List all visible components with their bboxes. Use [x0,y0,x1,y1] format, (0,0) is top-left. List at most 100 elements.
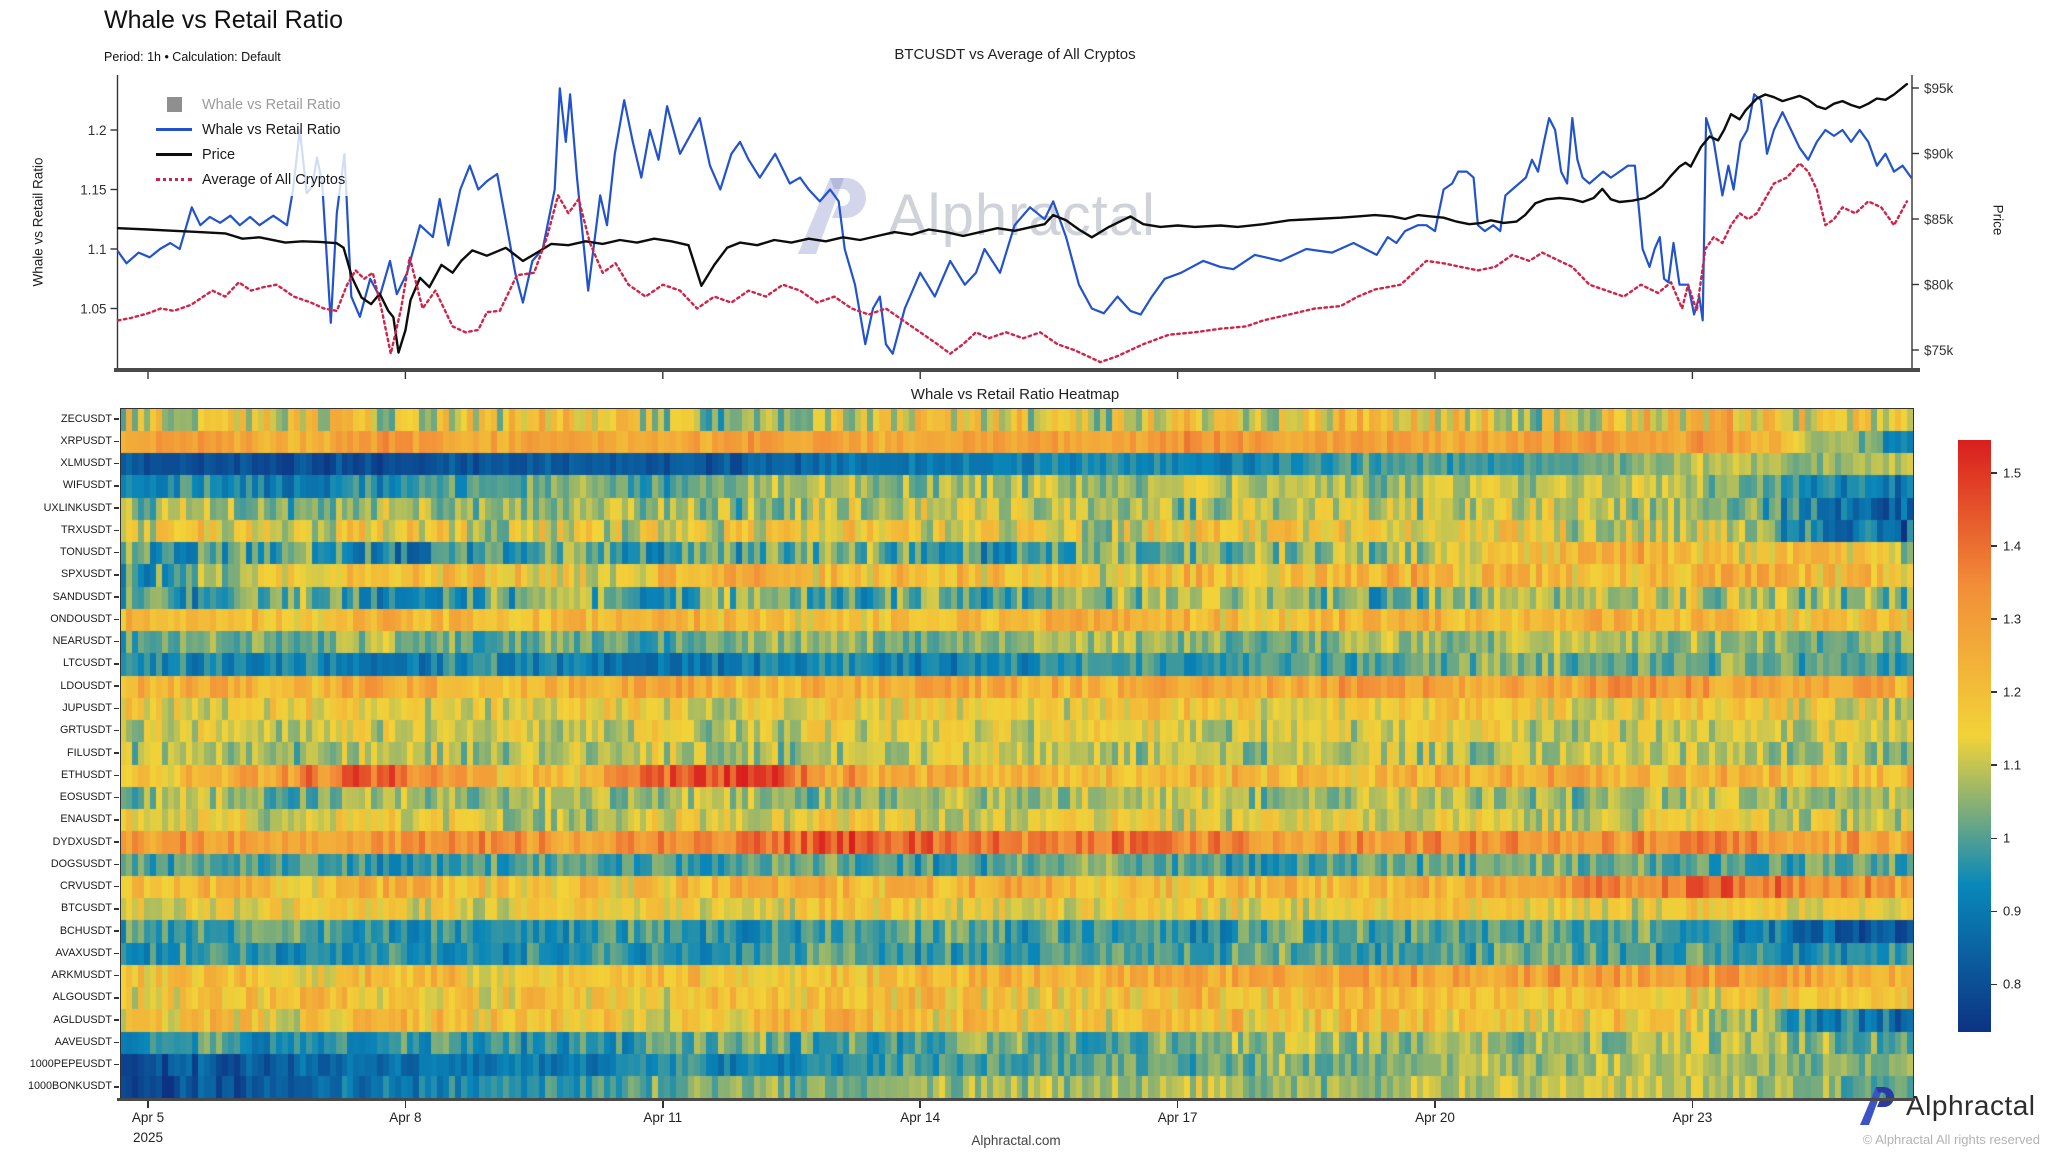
heatmap-date-label: Apr 11 [643,1110,683,1125]
heatmap-row-tick [114,685,119,687]
heatmap-date-tick [1434,1101,1436,1108]
heatmap-row-tick [114,729,119,732]
colorbar-tick [1991,545,1997,547]
heatmap-row-tick [114,885,119,888]
brand-lockup: Alphractal [1856,1084,2036,1127]
svg-text:$80k: $80k [1924,278,1954,293]
heatmap-row-label: 1000BONKUSDT [27,1080,112,1093]
heatmap-row-label: DOGSUSDT [50,857,112,870]
heatmap-row-tick [114,796,119,799]
heatmap-row-tick [114,574,119,576]
heatmap-year-label: 2025 [132,1130,164,1145]
heatmap-row-tick [114,640,119,643]
heatmap-row-tick [114,440,119,443]
heatmap-date-label: Apr 23 [1672,1110,1713,1125]
legend-line-marker-icon [156,128,192,131]
heatmap-row-label: NEARUSDT [52,635,112,648]
svg-text:1.2: 1.2 [88,123,107,138]
heatmap-row-tick [114,485,119,487]
svg-text:1.05: 1.05 [80,302,106,317]
heatmap-date-tick [662,1101,664,1108]
heatmap-row-label: ZECUSDT [61,412,112,425]
colorbar-tick-label: 1.5 [2003,465,2022,481]
heatmap-row-tick [114,974,119,977]
period-subtitle: Period: 1h • Calculation: Default [104,50,281,64]
heatmap-row-label: BTCUSDT [61,902,112,915]
legend-item: Price [156,142,345,167]
legend-line-marker-icon [156,178,192,181]
heatmap-row-tick [114,863,119,866]
heatmap-row-tick [114,618,119,621]
heatmap-row-label: FILUSDT [67,746,112,759]
heatmap-row-label: ALGOUSDT [52,991,112,1004]
heatmap-title: Whale vs Retail Ratio Heatmap [910,386,1120,403]
heatmap-row-label: CRVUSDT [60,880,112,893]
colorbar-tick [1991,472,1997,474]
heatmap-date-tick [1691,1101,1694,1108]
legend-label: Average of All Cryptos [202,171,346,188]
colorbar-tick [1991,691,1997,693]
heatmap-row-label: SPXUSDT [61,568,112,581]
heatmap-row-label: ARKMUSDT [51,969,112,982]
heatmap-date-label: Apr 20 [1415,1110,1455,1125]
legend-item: Whale vs Retail Ratio [156,92,345,117]
brand-name: Alphractal [1906,1089,2036,1121]
heatmap-row-label: TRXUSDT [61,523,112,536]
heatmap-row-tick [114,707,119,710]
heatmap-row-tick [114,1041,119,1044]
heatmap-row-label: 1000PEPEUSDT [29,1058,112,1071]
heatmap-row-tick [114,551,119,554]
heatmap-row-label: ONDOUSDT [50,612,112,625]
heatmap-date-tick [147,1101,149,1108]
chart-legend: Whale vs Retail Ratio Whale vs Retail Rat… [148,86,356,196]
footer-site-link: Alphractal.com [971,1133,1061,1148]
heatmap-bottom-spine [117,1098,1915,1101]
heatmap-row-label: AAVEUSDT [54,1035,112,1048]
heatmap-row-label: AGLDUSDT [53,1013,112,1026]
legend-item: Whale vs Retail Ratio [156,117,345,142]
page-title: Whale vs Retail Ratio [104,6,343,34]
heatmap-row-label: WIFUSDT [62,479,112,492]
colorbar-tick [1991,618,1997,620]
heatmap-row-label: BCHUSDT [59,924,112,937]
legend-label: Price [202,146,236,163]
colorbar-tick-label: 0.8 [2003,976,2022,992]
colorbar-tick-label: 1.4 [2003,538,2022,554]
heatmap-row-tick [114,418,119,420]
svg-text:1.1: 1.1 [88,242,107,257]
colorbar-tick-label: 1.1 [2003,757,2022,773]
heatmap-row-label: JUPUSDT [62,701,112,714]
alphractal-logo-icon [1860,1087,1894,1125]
heatmap-row-tick [114,1063,119,1066]
heatmap-row-label: GRTUSDT [60,724,112,737]
heatmap-row-tick [114,1086,119,1088]
svg-text:$85k: $85k [1924,212,1954,227]
heatmap-date-label: Apr 17 [1157,1110,1198,1125]
colorbar [1958,440,1991,1032]
heatmap-row-label: XRPUSDT [60,434,112,447]
heatmap-row-tick [114,908,119,910]
colorbar-tick [1991,910,1997,913]
legend-line-marker-icon [156,153,192,156]
heatmap-date-label: Apr 14 [900,1110,941,1125]
heatmap-row-label: AVAXUSDT [55,946,112,959]
heatmap-row-tick [114,529,119,532]
colorbar-tick [1991,983,1997,986]
heatmap-row-tick [114,841,119,843]
heatmap-row-label: DYDXUSDT [52,835,112,848]
heatmap-row-tick [114,663,119,665]
heatmap-row-tick [114,596,119,598]
colorbar-tick-label: 1 [2003,830,2011,846]
heatmap-row-tick [114,997,119,999]
heatmap-row-tick [114,752,119,754]
colorbar-tick [1991,764,1997,767]
legend-item: Average of All Cryptos [156,167,345,192]
legend-label: Whale vs Retail Ratio [202,121,341,138]
copyright-text: © Alphractal All rights reserved [1862,1132,2040,1147]
heatmap-row-label: ENAUSDT [60,813,112,826]
heatmap-row-label: EOSUSDT [59,791,112,804]
heatmap-date-tick [1176,1101,1179,1108]
line-chart-title: BTCUSDT vs Average of All Cryptos [894,46,1136,63]
heatmap-date-label: Apr 5 [131,1110,165,1125]
